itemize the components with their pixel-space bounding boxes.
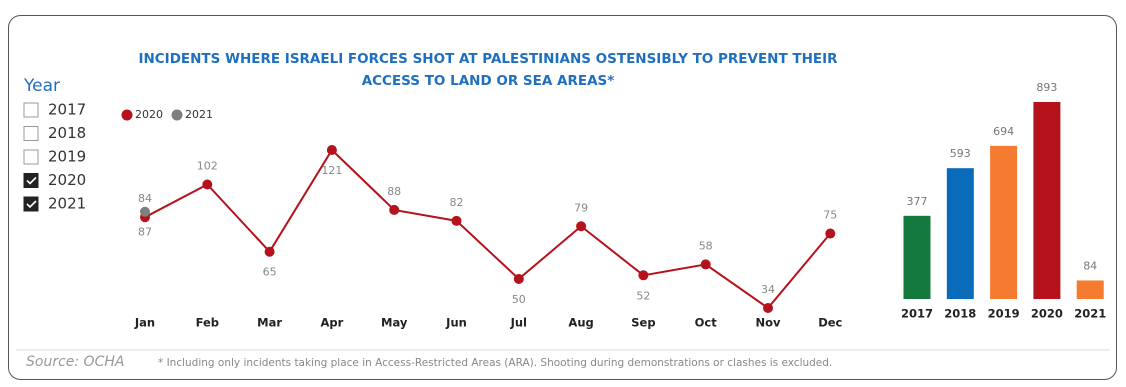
card — [8, 15, 1117, 380]
data-label: 121 — [321, 164, 342, 177]
slicer-title: Year — [23, 76, 60, 96]
point — [700, 259, 711, 270]
point — [576, 221, 587, 232]
data-label: 65 — [263, 266, 277, 279]
slicer-item[interactable]: 2021 — [48, 195, 86, 213]
data-label: 84 — [1083, 259, 1097, 272]
x-tick-label: 2020 — [1031, 307, 1063, 321]
x-tick-label: Aug — [568, 316, 593, 330]
checkbox[interactable] — [23, 149, 39, 165]
bar — [903, 215, 931, 299]
point — [140, 206, 150, 217]
checkmark — [26, 200, 37, 209]
data-label: 84 — [138, 192, 152, 205]
point — [202, 179, 213, 190]
x-tick-label: Mar — [257, 316, 282, 330]
data-label: 87 — [138, 226, 152, 239]
legend-marker — [121, 109, 133, 121]
data-label: 893 — [1036, 81, 1057, 94]
data-label: 593 — [950, 147, 971, 160]
chart-title: INCIDENTS WHERE ISRAELI FORCES SHOT AT P… — [138, 51, 838, 89]
data-label: 82 — [450, 196, 464, 209]
slicer-item[interactable]: 2019 — [48, 148, 86, 166]
x-tick-label: Dec — [818, 316, 842, 330]
x-tick-label: Jun — [445, 316, 467, 330]
slicer-item[interactable]: 2018 — [48, 124, 86, 142]
legend-label: 2020 — [135, 108, 163, 121]
x-tick-label: Oct — [695, 316, 718, 330]
checkbox[interactable] — [23, 173, 39, 188]
checkbox[interactable] — [23, 126, 39, 141]
slicer-item[interactable]: 2020 — [48, 171, 86, 189]
footnote: * Including only incidents taking place … — [158, 357, 832, 369]
x-tick-label: Apr — [320, 316, 343, 330]
data-label: 88 — [387, 185, 401, 198]
x-tick-label: 2021 — [1074, 307, 1106, 321]
line — [144, 148, 832, 310]
point — [451, 215, 462, 226]
x-tick-label: Feb — [196, 316, 219, 330]
x-tick-label: Jul — [510, 316, 527, 330]
point — [825, 228, 836, 239]
checkbox[interactable] — [23, 102, 39, 118]
x-tick-label: Nov — [755, 316, 781, 330]
x-tick-label: May — [381, 316, 408, 330]
source: Source: OCHA — [26, 354, 124, 370]
checkmark — [26, 176, 37, 185]
data-label: 79 — [574, 201, 588, 214]
x-tick-label: 2019 — [988, 307, 1020, 321]
point — [326, 145, 337, 155]
slicer-item[interactable]: 2017 — [48, 101, 86, 119]
point — [389, 204, 400, 215]
legend-label: 2021 — [185, 108, 213, 121]
data-label: 75 — [823, 209, 837, 222]
bar — [946, 168, 974, 299]
checkbox[interactable] — [23, 196, 39, 212]
bar — [1033, 102, 1061, 299]
bar — [990, 145, 1018, 299]
point — [513, 273, 524, 284]
x-tick-label: Sep — [631, 316, 655, 330]
x-tick-label: 2018 — [944, 307, 976, 321]
point — [638, 270, 649, 281]
data-label: 34 — [761, 283, 775, 296]
data-label: 102 — [197, 160, 218, 173]
x-tick-label: 2017 — [901, 307, 933, 321]
data-label: 50 — [512, 293, 526, 306]
legend-marker — [171, 109, 183, 121]
bar — [1076, 280, 1104, 299]
point — [763, 303, 773, 313]
x-tick-label: Jan — [134, 316, 155, 330]
data-label: 52 — [636, 289, 650, 302]
data-label: 58 — [699, 239, 713, 252]
point — [264, 246, 275, 257]
data-label: 694 — [993, 125, 1014, 138]
data-label: 377 — [907, 195, 928, 208]
